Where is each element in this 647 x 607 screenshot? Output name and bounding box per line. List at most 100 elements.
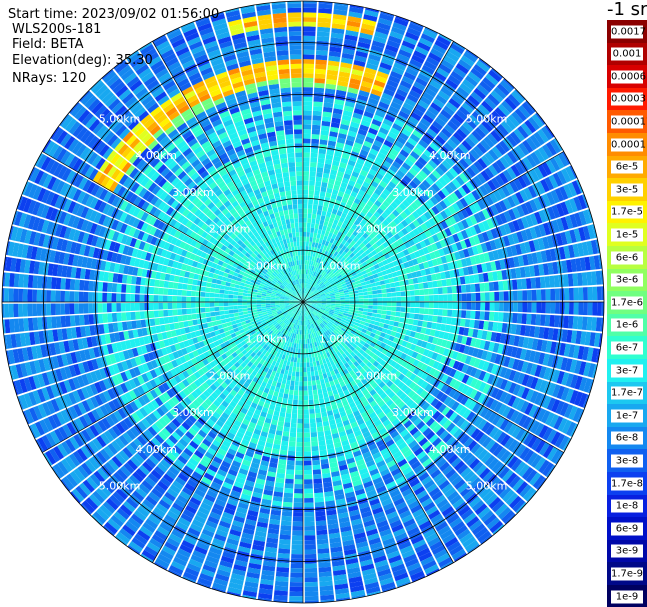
ray-gate: [366, 287, 373, 292]
ray-gate: [303, 124, 312, 130]
ray-gate: [304, 591, 319, 597]
ray-gate: [499, 259, 506, 270]
ray-gate: [449, 135, 461, 146]
ray-gate: [365, 242, 372, 249]
ray-gate: [303, 203, 308, 209]
ray-gate: [435, 323, 442, 331]
ray-gate: [353, 166, 362, 174]
ray-gate: [339, 227, 345, 233]
ray-gate: [370, 214, 378, 222]
ray-gate: [382, 241, 389, 249]
ray-gate: [316, 171, 323, 178]
ray-gate: [484, 97, 497, 110]
ray-gate: [306, 227, 311, 233]
ray-gate: [317, 435, 325, 442]
ray-gate: [313, 365, 318, 372]
ray-gate: [354, 277, 360, 282]
ray-gate: [563, 274, 569, 287]
ray-gate: [357, 41, 371, 49]
ray-gate: [350, 121, 360, 129]
ray-gate: [480, 302, 486, 311]
ray-gate: [533, 131, 545, 146]
ray-gate: [484, 167, 495, 179]
ray-gate: [350, 240, 356, 247]
ray-gate: [303, 357, 307, 363]
ray-gate: [330, 37, 344, 44]
ray-gate: [339, 66, 352, 74]
ray-gate: [365, 106, 376, 115]
ray-gate: [303, 329, 305, 335]
ray-gate: [464, 206, 474, 217]
ray-gate: [303, 250, 306, 256]
ray-gate: [400, 307, 406, 313]
ray-gate: [416, 225, 424, 234]
ray-gate: [471, 245, 479, 256]
ray-gate: [341, 153, 350, 160]
ray-gate: [526, 313, 532, 325]
ray-gate: [456, 302, 462, 310]
ray-gate: [496, 270, 503, 281]
ray-gate: [337, 284, 343, 289]
ray-gate: [470, 302, 476, 310]
ray-gate: [367, 58, 380, 67]
ray-gate: [284, 422, 291, 428]
ray-gate: [280, 520, 292, 526]
ray-gate: [330, 295, 336, 298]
ray-gate: [303, 59, 315, 65]
ray-gate: [295, 455, 303, 461]
ray-gate: [305, 274, 308, 279]
ray-gate: [362, 291, 368, 296]
ray-gate: [396, 258, 404, 265]
ray-gate: [461, 183, 471, 195]
ray-gate: [311, 134, 320, 140]
ray-gate: [429, 251, 436, 260]
ray-gate: [388, 262, 395, 268]
ray-gate: [438, 131, 449, 142]
ray-gate: [303, 297, 305, 301]
ray-gate: [415, 270, 422, 278]
ray-gate: [289, 385, 295, 391]
ray-gate: [469, 256, 477, 266]
ray-gate: [318, 238, 323, 245]
ray-gate: [351, 223, 358, 230]
ray-gate: [404, 216, 413, 225]
ray-gate: [344, 144, 353, 151]
ray-gate: [310, 270, 313, 276]
ray-gate: [309, 357, 313, 363]
ray-gate: [285, 469, 295, 475]
ray-gate: [551, 219, 560, 233]
ray-gate: [427, 208, 436, 218]
ray-gate: [373, 79, 386, 88]
ray-gate: [332, 189, 339, 196]
ray-gate: [386, 310, 392, 316]
ray-gate: [362, 288, 368, 293]
ray-gate: [413, 250, 421, 258]
ray-gate: [278, 543, 291, 550]
ray-gate: [303, 278, 306, 284]
ray-gate: [382, 259, 389, 266]
ray-gate: [396, 136, 407, 145]
ray-gate: [303, 292, 306, 298]
ray-gate: [303, 455, 312, 461]
ray-gate: [361, 252, 367, 258]
ray-gate: [285, 412, 292, 419]
ray-gate: [533, 326, 540, 338]
ray-gate: [556, 218, 565, 232]
ray-gate: [441, 173, 452, 184]
ray-gate: [513, 128, 525, 142]
ray-gate: [397, 182, 406, 191]
ray-gate: [306, 289, 310, 294]
ray-gate: [326, 149, 335, 156]
ray-gate: [551, 204, 561, 219]
ray-gate: [415, 143, 426, 153]
ray-gate: [346, 91, 358, 99]
ray-gate: [351, 255, 358, 261]
ray-gate: [553, 154, 565, 169]
ray-gate: [363, 302, 369, 306]
ray-gate: [503, 291, 509, 301]
ray-gate: [430, 273, 437, 281]
ray-gate: [333, 277, 339, 282]
ray-gate: [469, 163, 480, 175]
ray-gate: [395, 311, 401, 317]
ray-gate: [293, 362, 297, 368]
